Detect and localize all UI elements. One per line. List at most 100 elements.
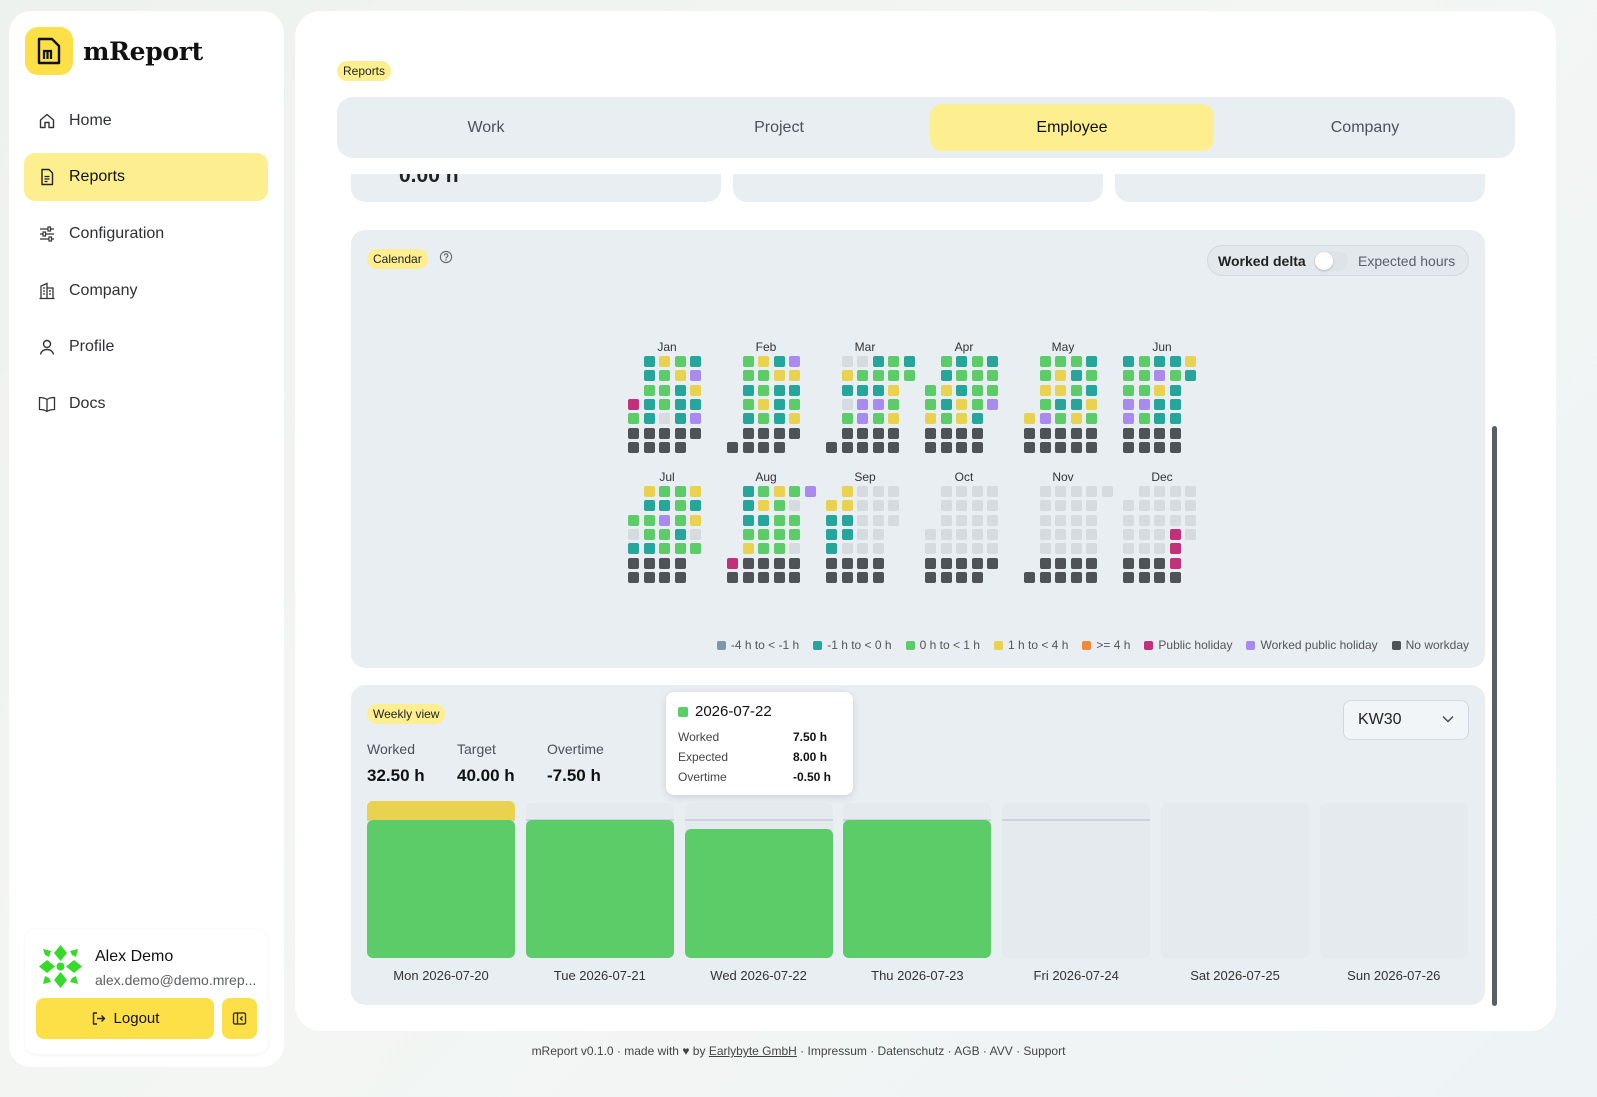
calendar-day-cell[interactable] xyxy=(773,557,785,569)
calendar-day-cell[interactable] xyxy=(1055,441,1066,453)
calendar-day-cell[interactable] xyxy=(643,486,655,497)
calendar-day-cell[interactable] xyxy=(674,413,686,425)
bar-track[interactable] xyxy=(1002,803,1151,958)
help-icon[interactable] xyxy=(439,250,453,264)
calendar-day-cell[interactable] xyxy=(1138,398,1150,410)
calendar-day-cell[interactable] xyxy=(789,571,800,583)
calendar-day-cell[interactable] xyxy=(841,543,853,555)
calendar-day-cell[interactable] xyxy=(857,384,868,396)
calendar-day-cell[interactable] xyxy=(1039,486,1051,497)
calendar-day-cell[interactable] xyxy=(643,413,655,425)
calendar-day-cell[interactable] xyxy=(987,486,998,497)
calendar-day-cell[interactable] xyxy=(643,514,655,526)
calendar-day-cell[interactable] xyxy=(758,500,769,512)
calendar-day-cell[interactable] xyxy=(742,486,754,497)
calendar-day-cell[interactable] xyxy=(1039,571,1051,583)
calendar-day-cell[interactable] xyxy=(659,384,670,396)
calendar-day-cell[interactable] xyxy=(1055,543,1066,555)
calendar-day-cell[interactable] xyxy=(742,398,754,410)
calendar-day-cell[interactable] xyxy=(742,356,754,367)
calendar-day-cell[interactable] xyxy=(826,500,837,512)
calendar-day-cell[interactable] xyxy=(1055,370,1066,382)
calendar-day-cell[interactable] xyxy=(1070,514,1082,526)
calendar-day-cell[interactable] xyxy=(872,528,884,540)
worked-bar[interactable] xyxy=(525,820,674,958)
calendar-day-cell[interactable] xyxy=(987,500,998,512)
calendar-day-cell[interactable] xyxy=(888,500,899,512)
calendar-day-cell[interactable] xyxy=(727,441,738,453)
calendar-day-cell[interactable] xyxy=(940,398,952,410)
calendar-day-cell[interactable] xyxy=(628,398,639,410)
calendar-day-cell[interactable] xyxy=(925,528,936,540)
calendar-day-cell[interactable] xyxy=(1070,500,1082,512)
calendar-day-cell[interactable] xyxy=(1169,500,1181,512)
calendar-day-cell[interactable] xyxy=(1169,356,1181,367)
calendar-day-cell[interactable] xyxy=(758,441,769,453)
calendar-day-cell[interactable] xyxy=(727,571,738,583)
calendar-day-cell[interactable] xyxy=(987,557,998,569)
calendar-day-cell[interactable] xyxy=(1169,370,1181,382)
calendar-day-cell[interactable] xyxy=(888,486,899,497)
calendar-day-cell[interactable] xyxy=(956,486,967,497)
calendar-day-cell[interactable] xyxy=(1169,398,1181,410)
calendar-day-cell[interactable] xyxy=(1138,571,1150,583)
calendar-day-cell[interactable] xyxy=(690,486,701,497)
calendar-day-cell[interactable] xyxy=(1086,427,1097,439)
calendar-day-cell[interactable] xyxy=(872,413,884,425)
calendar-day-cell[interactable] xyxy=(1138,557,1150,569)
sidebar-item-reports[interactable]: Reports xyxy=(24,153,268,201)
calendar-day-cell[interactable] xyxy=(628,528,639,540)
calendar-day-cell[interactable] xyxy=(1169,543,1181,555)
footer-link-agb[interactable]: AGB xyxy=(954,1044,980,1058)
calendar-day-cell[interactable] xyxy=(1086,398,1097,410)
calendar-day-cell[interactable] xyxy=(1138,441,1150,453)
calendar-day-cell[interactable] xyxy=(1123,543,1134,555)
calendar-day-cell[interactable] xyxy=(1169,571,1181,583)
calendar-day-cell[interactable] xyxy=(940,571,952,583)
calendar-day-cell[interactable] xyxy=(971,356,983,367)
calendar-day-cell[interactable] xyxy=(1123,398,1134,410)
calendar-day-cell[interactable] xyxy=(643,398,655,410)
calendar-day-cell[interactable] xyxy=(956,557,967,569)
calendar-day-cell[interactable] xyxy=(674,500,686,512)
calendar-day-cell[interactable] xyxy=(1070,528,1082,540)
calendar-day-cell[interactable] xyxy=(674,427,686,439)
brand[interactable]: mReport xyxy=(25,27,203,75)
calendar-day-cell[interactable] xyxy=(1086,543,1097,555)
calendar-day-cell[interactable] xyxy=(872,427,884,439)
calendar-day-cell[interactable] xyxy=(628,441,639,453)
calendar-day-cell[interactable] xyxy=(826,514,837,526)
calendar-day-cell[interactable] xyxy=(643,543,655,555)
calendar-day-cell[interactable] xyxy=(841,384,853,396)
calendar-day-cell[interactable] xyxy=(888,370,899,382)
calendar-day-cell[interactable] xyxy=(1154,356,1165,367)
footer-link-impressum[interactable]: Impressum xyxy=(807,1044,867,1058)
calendar-day-cell[interactable] xyxy=(773,486,785,497)
calendar-day-cell[interactable] xyxy=(659,370,670,382)
calendar-day-cell[interactable] xyxy=(1039,557,1051,569)
calendar-day-cell[interactable] xyxy=(841,500,853,512)
calendar-day-cell[interactable] xyxy=(659,441,670,453)
calendar-day-cell[interactable] xyxy=(826,557,837,569)
calendar-day-cell[interactable] xyxy=(758,571,769,583)
calendar-day-cell[interactable] xyxy=(659,486,670,497)
calendar-day-cell[interactable] xyxy=(1086,384,1097,396)
calendar-day-cell[interactable] xyxy=(789,398,800,410)
calendar-day-cell[interactable] xyxy=(659,427,670,439)
calendar-day-cell[interactable] xyxy=(940,427,952,439)
calendar-day-cell[interactable] xyxy=(659,571,670,583)
calendar-day-cell[interactable] xyxy=(1039,384,1051,396)
calendar-day-cell[interactable] xyxy=(674,384,686,396)
calendar-day-cell[interactable] xyxy=(758,514,769,526)
calendar-day-cell[interactable] xyxy=(857,500,868,512)
calendar-day-cell[interactable] xyxy=(804,486,816,497)
calendar-day-cell[interactable] xyxy=(1123,384,1134,396)
calendar-day-cell[interactable] xyxy=(1123,571,1134,583)
calendar-day-cell[interactable] xyxy=(872,543,884,555)
calendar-day-cell[interactable] xyxy=(1070,557,1082,569)
calendar-day-cell[interactable] xyxy=(773,413,785,425)
calendar-day-cell[interactable] xyxy=(742,427,754,439)
tab-company[interactable]: Company xyxy=(1330,118,1400,136)
worked-bar[interactable] xyxy=(684,828,833,958)
calendar-day-cell[interactable] xyxy=(1154,514,1165,526)
